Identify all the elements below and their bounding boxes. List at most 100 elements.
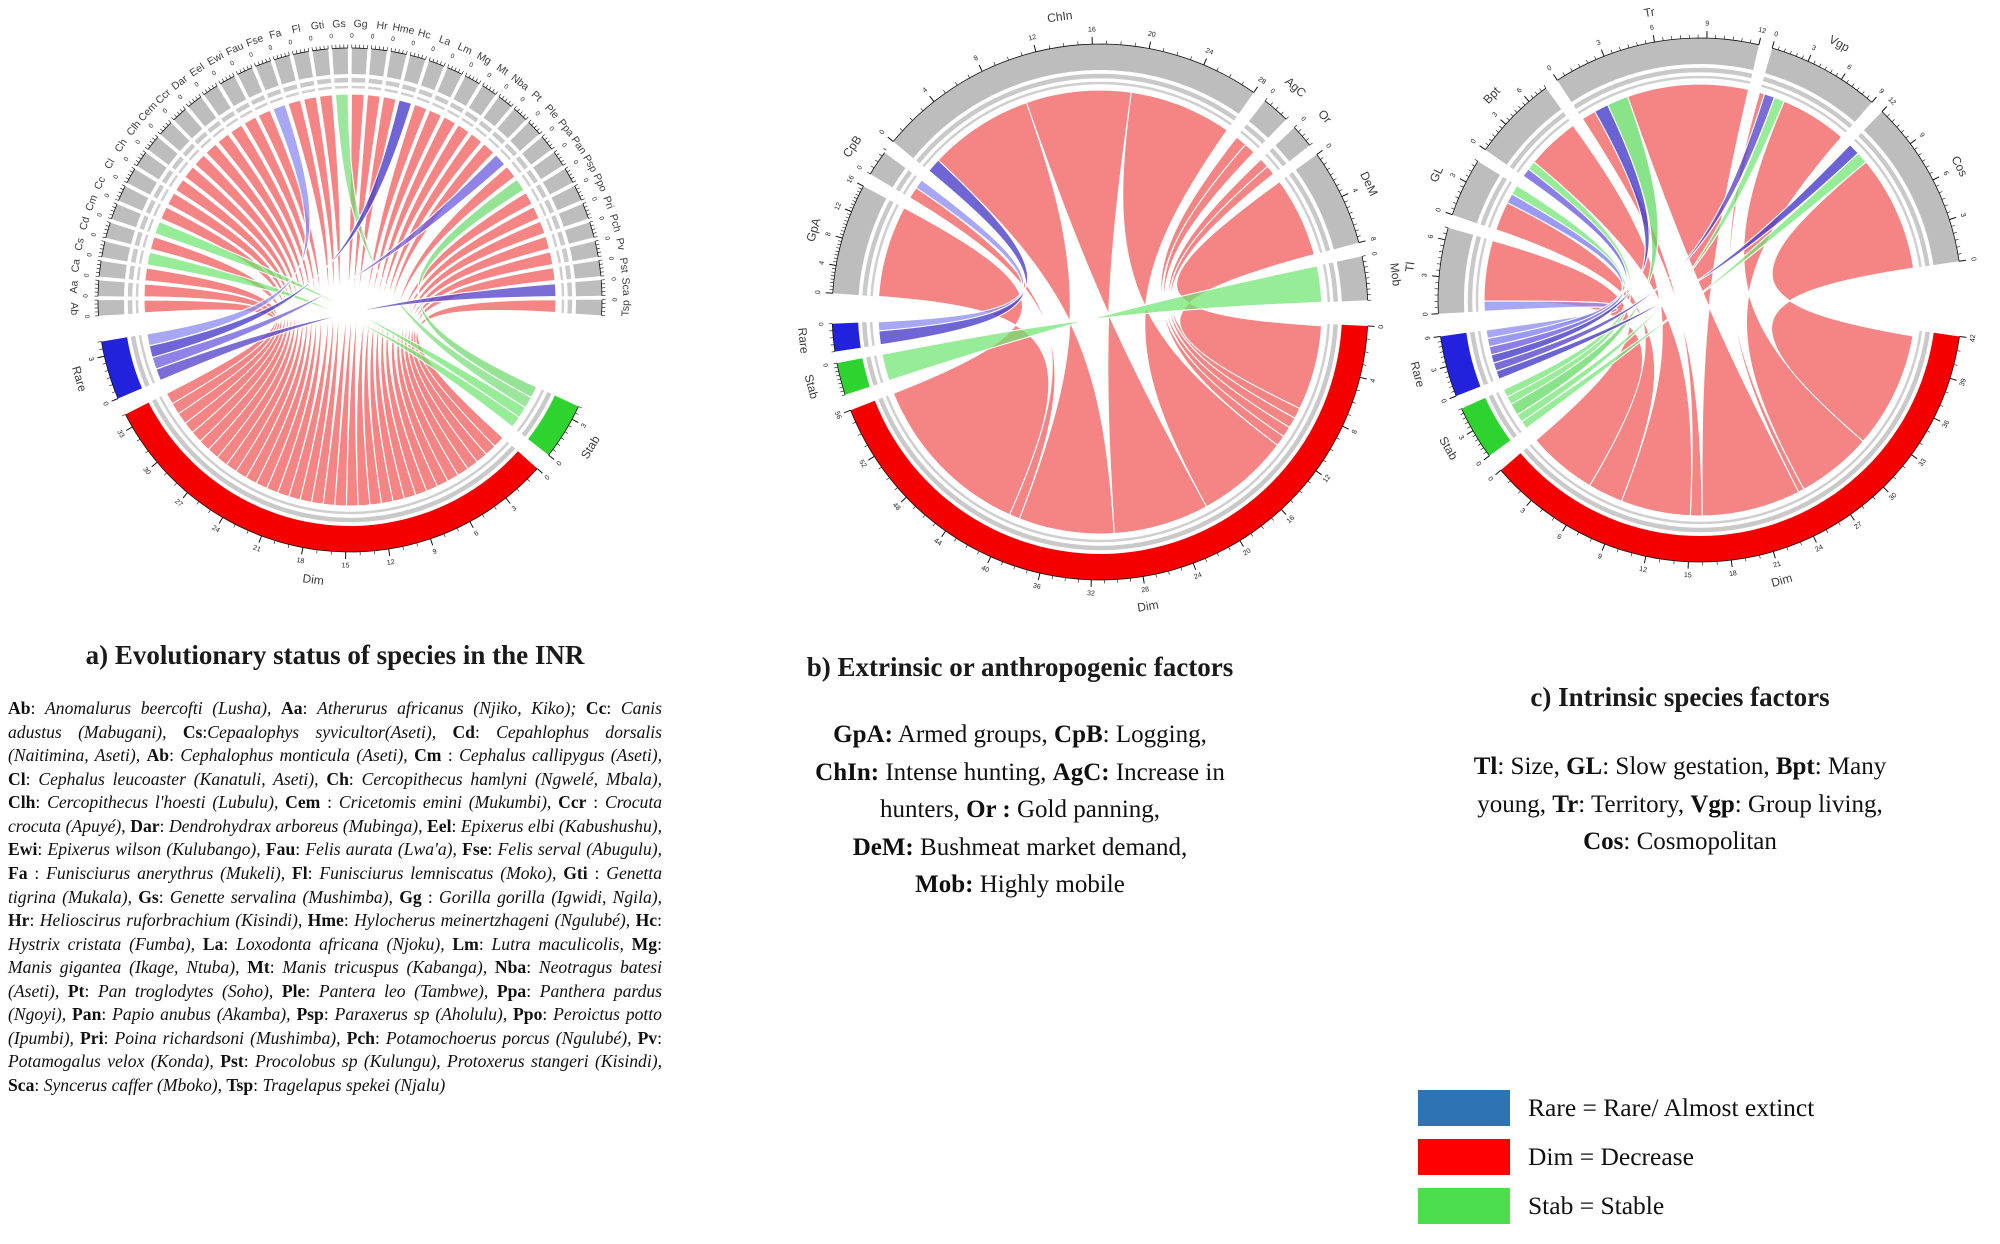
- tick: [829, 263, 837, 266]
- tick: [273, 540, 276, 544]
- tick: [864, 445, 868, 448]
- tick: [1819, 63, 1822, 67]
- sector-Tl: [1438, 227, 1474, 314]
- tick-label: 3: [1491, 111, 1499, 119]
- tick: [1063, 42, 1065, 47]
- tick: [109, 213, 113, 216]
- tick: [1488, 138, 1492, 142]
- sector-Gti: [312, 48, 331, 77]
- tick: [101, 240, 105, 242]
- tick: [1510, 113, 1514, 117]
- tick: [1759, 555, 1761, 559]
- tick: [1437, 341, 1442, 343]
- tick: [1871, 96, 1877, 103]
- tick: [218, 80, 221, 84]
- sector-label-Ple: Ple: [542, 102, 561, 121]
- tick: [597, 251, 602, 253]
- tick: [1364, 351, 1369, 353]
- tick: [1285, 116, 1289, 120]
- tick-label-zero: 0: [607, 256, 615, 261]
- tick: [853, 197, 858, 199]
- tick: [531, 122, 535, 126]
- ribbon-Bpt-to-Dim: [1533, 124, 1693, 517]
- sector-Mob: [1336, 256, 1368, 302]
- sector-Aa: [98, 280, 125, 297]
- sector-Ple: [510, 122, 540, 151]
- tick: [1730, 560, 1733, 568]
- tick: [1800, 541, 1802, 546]
- tick: [879, 153, 883, 157]
- tick-label: 0: [1474, 461, 1482, 468]
- tick-label: 0: [544, 474, 552, 482]
- tick: [102, 236, 106, 238]
- tick-label-zero: 0: [229, 59, 236, 67]
- sector-Fau: [237, 67, 263, 98]
- sector-label-Pst: Pst: [617, 257, 631, 274]
- tick: [588, 217, 592, 219]
- tick: [1824, 66, 1827, 70]
- tick: [833, 257, 838, 259]
- tick: [556, 153, 560, 156]
- tick: [100, 244, 105, 246]
- tick-label: 3: [1596, 39, 1602, 47]
- tick: [527, 478, 531, 482]
- legend-label-dim: Dim = Decrease: [1528, 1142, 1694, 1171]
- tick-label: 36: [1942, 419, 1952, 429]
- track-inner: [142, 234, 149, 248]
- track-outer: [162, 170, 174, 184]
- tick: [594, 236, 598, 238]
- tick: [870, 165, 875, 169]
- tick-label-zero: 0: [83, 315, 90, 319]
- track-outer: [557, 231, 566, 246]
- track-outer: [1762, 76, 1853, 129]
- tick: [492, 89, 495, 93]
- tick-label: 6: [1556, 533, 1563, 541]
- tick-label: 6: [1941, 170, 1949, 177]
- tick: [922, 514, 926, 518]
- ribbon-Ccr-to-Dim: [205, 143, 304, 479]
- tick: [1007, 56, 1009, 61]
- status-legend: Rare = Rare/ Almost extinct Dim = Decrea…: [1418, 1090, 1814, 1224]
- sector-label-DeM: DeM: [1357, 169, 1381, 198]
- ribbon-CpB-to-Rare: [877, 179, 1025, 332]
- tick-label-zero: 0: [610, 277, 617, 282]
- tick: [599, 267, 604, 269]
- tick-label: 28: [1141, 586, 1150, 594]
- track-inner: [1529, 330, 1923, 525]
- tick: [1362, 255, 1366, 257]
- ribbon-Fse-to-Rare: [146, 103, 311, 347]
- ribbon-Tr-to-Rare: [1490, 104, 1650, 364]
- tick: [1020, 52, 1023, 56]
- tick: [1192, 563, 1197, 570]
- sector-label-Gg: Gg: [353, 18, 368, 31]
- tick: [556, 443, 561, 446]
- tick: [1883, 486, 1889, 493]
- ribbon-Tsp-to-Dim: [415, 299, 557, 448]
- tick: [204, 89, 208, 93]
- tick: [1450, 390, 1455, 393]
- tick: [299, 49, 302, 53]
- sector-Cc: [118, 186, 149, 211]
- track-inner: [559, 266, 564, 280]
- tick-label: 6: [1516, 87, 1524, 95]
- tick: [208, 509, 211, 513]
- track-outer: [194, 131, 208, 145]
- axis-line: [892, 43, 1254, 142]
- sector-Pch: [565, 222, 595, 244]
- tick: [1458, 408, 1462, 411]
- tick: [136, 438, 141, 442]
- track-outer: [861, 322, 869, 348]
- track-outer: [1469, 331, 1489, 386]
- tick: [1600, 49, 1605, 57]
- tick-label-zero: 0: [86, 252, 94, 257]
- tick: [834, 254, 839, 256]
- tick-label: 44: [932, 537, 942, 547]
- tick-label: 3: [511, 505, 518, 513]
- axis-line: [1461, 408, 1490, 457]
- tick: [552, 449, 556, 452]
- track-outer: [434, 95, 449, 105]
- tick: [432, 58, 435, 63]
- sector-GpA: [832, 186, 887, 296]
- ribbon-Clh-to-Dim: [184, 166, 296, 466]
- ribbon-Cem-to-Dim: [194, 154, 300, 473]
